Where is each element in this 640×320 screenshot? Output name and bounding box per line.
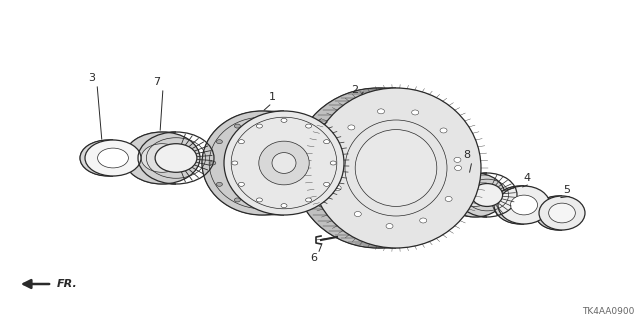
Ellipse shape: [234, 198, 241, 202]
Ellipse shape: [85, 140, 141, 176]
Ellipse shape: [427, 196, 434, 202]
Text: 3: 3: [88, 73, 95, 83]
Text: 8: 8: [463, 150, 470, 160]
Ellipse shape: [259, 204, 265, 208]
Ellipse shape: [337, 130, 419, 206]
Ellipse shape: [301, 182, 308, 186]
Ellipse shape: [445, 173, 505, 217]
Ellipse shape: [238, 140, 244, 144]
Ellipse shape: [420, 218, 427, 223]
Ellipse shape: [293, 88, 463, 248]
Ellipse shape: [224, 111, 344, 215]
Ellipse shape: [412, 110, 419, 115]
Polygon shape: [293, 88, 396, 248]
Ellipse shape: [548, 203, 575, 223]
Polygon shape: [460, 184, 487, 206]
Ellipse shape: [330, 125, 337, 130]
Polygon shape: [202, 111, 284, 215]
Ellipse shape: [259, 118, 265, 122]
Ellipse shape: [368, 224, 375, 228]
Ellipse shape: [259, 141, 309, 185]
Polygon shape: [445, 173, 487, 217]
Text: FR.: FR.: [57, 279, 77, 289]
Polygon shape: [80, 140, 113, 176]
Ellipse shape: [454, 165, 461, 171]
Ellipse shape: [440, 128, 447, 133]
Ellipse shape: [535, 196, 581, 230]
Ellipse shape: [316, 186, 323, 190]
Ellipse shape: [93, 148, 124, 168]
Ellipse shape: [210, 161, 216, 165]
Ellipse shape: [202, 111, 322, 215]
Ellipse shape: [378, 109, 385, 114]
Text: 5: 5: [563, 185, 570, 195]
Text: 1: 1: [269, 92, 275, 102]
Ellipse shape: [245, 148, 279, 178]
Text: 2: 2: [351, 85, 358, 95]
Ellipse shape: [498, 186, 550, 224]
Ellipse shape: [80, 140, 136, 176]
Ellipse shape: [332, 153, 339, 158]
Ellipse shape: [436, 157, 443, 162]
Ellipse shape: [386, 224, 393, 228]
Ellipse shape: [506, 195, 534, 215]
Ellipse shape: [124, 132, 200, 184]
Text: 4: 4: [524, 173, 531, 183]
Polygon shape: [494, 186, 524, 224]
Text: TK4AA0900: TK4AA0900: [582, 308, 634, 316]
Ellipse shape: [97, 148, 129, 168]
Ellipse shape: [422, 128, 429, 133]
Ellipse shape: [273, 148, 307, 178]
Polygon shape: [141, 144, 176, 172]
Ellipse shape: [394, 110, 401, 115]
Ellipse shape: [436, 165, 444, 171]
Ellipse shape: [301, 140, 308, 144]
Ellipse shape: [238, 182, 244, 186]
Ellipse shape: [324, 182, 330, 186]
Polygon shape: [124, 132, 176, 184]
Ellipse shape: [355, 212, 362, 217]
Ellipse shape: [355, 130, 437, 206]
Ellipse shape: [234, 124, 241, 128]
Ellipse shape: [257, 198, 262, 202]
Ellipse shape: [284, 124, 290, 128]
Ellipse shape: [445, 196, 452, 202]
Ellipse shape: [454, 157, 461, 162]
Ellipse shape: [308, 161, 314, 165]
Text: 7: 7: [154, 77, 161, 87]
Ellipse shape: [402, 218, 409, 223]
Ellipse shape: [257, 124, 262, 128]
Ellipse shape: [330, 161, 336, 165]
Ellipse shape: [155, 144, 197, 172]
Ellipse shape: [284, 198, 290, 202]
Ellipse shape: [494, 186, 546, 224]
Ellipse shape: [324, 140, 330, 144]
Ellipse shape: [311, 88, 481, 248]
Ellipse shape: [141, 144, 183, 172]
Ellipse shape: [545, 203, 572, 223]
Ellipse shape: [460, 184, 491, 206]
Text: 6: 6: [310, 253, 317, 263]
Ellipse shape: [306, 198, 312, 202]
Ellipse shape: [281, 118, 287, 122]
Ellipse shape: [272, 153, 296, 173]
Polygon shape: [535, 196, 562, 230]
Ellipse shape: [336, 212, 343, 217]
Ellipse shape: [232, 161, 238, 165]
Ellipse shape: [216, 140, 222, 144]
Ellipse shape: [472, 184, 502, 206]
Ellipse shape: [314, 153, 321, 158]
Polygon shape: [245, 148, 290, 178]
Ellipse shape: [511, 195, 538, 215]
Ellipse shape: [281, 204, 287, 208]
Ellipse shape: [360, 109, 367, 114]
Ellipse shape: [306, 124, 312, 128]
Ellipse shape: [539, 196, 585, 230]
Ellipse shape: [216, 182, 222, 186]
Ellipse shape: [348, 125, 355, 130]
Ellipse shape: [334, 186, 341, 190]
